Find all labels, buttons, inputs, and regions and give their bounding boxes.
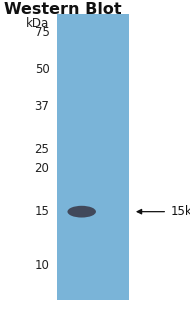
Text: 25: 25	[35, 143, 49, 156]
Text: 20: 20	[35, 162, 49, 175]
Text: 37: 37	[35, 100, 49, 113]
Text: 15: 15	[35, 205, 49, 218]
Text: 50: 50	[35, 63, 49, 76]
Text: 15kDa: 15kDa	[171, 205, 190, 218]
Ellipse shape	[67, 206, 96, 218]
Text: kDa: kDa	[26, 17, 49, 30]
Text: 75: 75	[35, 26, 49, 39]
Bar	[57, 14, 129, 300]
Text: Western Blot: Western Blot	[4, 2, 121, 17]
Text: 10: 10	[35, 259, 49, 272]
